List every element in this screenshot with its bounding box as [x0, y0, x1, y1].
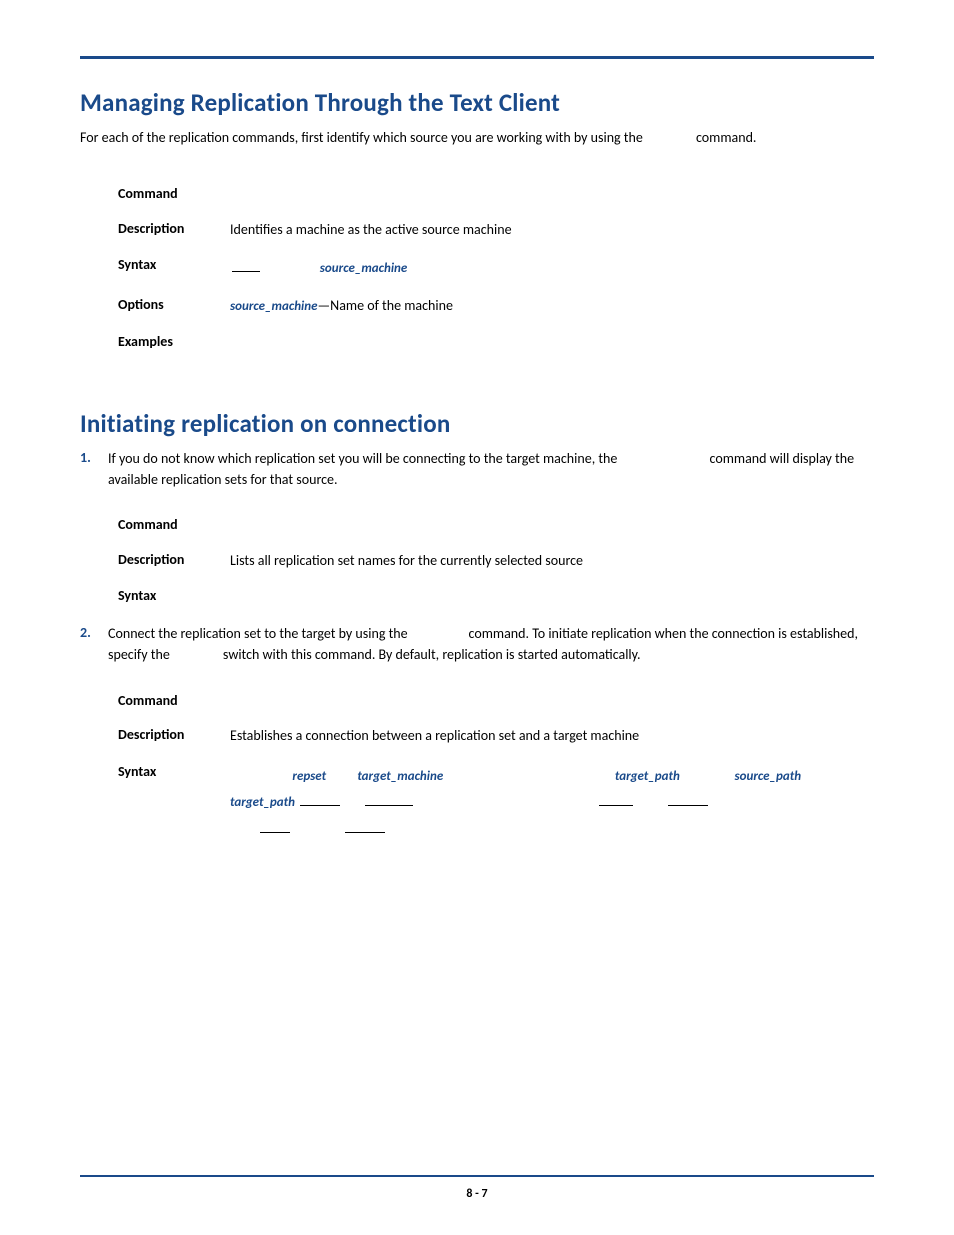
syntax-underline: [260, 821, 290, 834]
footer-rule: [80, 1175, 874, 1177]
table-row: Examples source indy: [118, 325, 874, 360]
page: Managing Replication Through the Text Cl…: [0, 0, 954, 1235]
table-row: Command REPSET LIST: [118, 508, 874, 543]
kw-to2: TO: [801, 769, 824, 784]
table-row: Description Identifies a machine as the …: [118, 212, 874, 248]
step-1: 1. If you do not know which replication …: [80, 449, 874, 490]
label-syntax: Syntax: [118, 256, 230, 273]
top-rule: [80, 56, 874, 59]
page-number: 8 - 7: [80, 1187, 874, 1201]
param-target-machine: target_machine: [357, 769, 443, 784]
syntax-underline: [232, 259, 260, 272]
step-num: 1.: [80, 449, 108, 490]
label-syntax: Syntax: [118, 587, 230, 604]
step2-pre: Connect the replication set to the targe…: [108, 625, 411, 642]
label-options: Options: [118, 296, 230, 313]
table-row: Description Lists all replication set na…: [118, 543, 874, 579]
kw-connect: CONNECT: [230, 769, 292, 784]
label-command: Command: [118, 185, 230, 202]
step-text: If you do not know which replication set…: [108, 449, 874, 490]
intro-cmd: source: [646, 131, 693, 146]
syntax-underline: [668, 794, 708, 807]
source-command-table: Command SOURCE Description Identifies a …: [118, 177, 874, 360]
step-2: 2. Connect the replication set to the ta…: [80, 624, 874, 666]
label-syntax: Syntax: [118, 763, 230, 780]
table-row: Command SOURCE: [118, 177, 874, 212]
table-row: Options source_machine—Name of the machi…: [118, 288, 874, 325]
section2-title: Initiating replication on connection: [80, 408, 874, 439]
value-syntax: REPSET LIST: [230, 587, 874, 606]
step2-cmd2: mirror: [173, 648, 220, 663]
value-options: source_machine—Name of the machine: [230, 296, 874, 317]
syntax-underline: [300, 794, 340, 807]
label-command: Command: [118, 692, 230, 709]
param-repset: repset: [292, 769, 326, 784]
step1-cmd: repset list: [621, 452, 707, 467]
syntax-param-source-machine: source_machine: [320, 261, 407, 276]
value-description: Lists all replication set names for the …: [230, 551, 874, 571]
value-syntax: CONNECT repset TO target_machine MAP EXA…: [230, 763, 874, 843]
step-num: 2.: [80, 624, 108, 666]
value-syntax: SOURCE source_machine: [230, 256, 874, 280]
syntax-prefix: SOURCE: [265, 261, 320, 276]
table-row: Description Establishes a connection bet…: [118, 718, 874, 754]
param-target-path: target_path: [615, 769, 680, 784]
value-command: REPSET LIST: [230, 516, 874, 535]
table-row: Syntax REPSET LIST: [118, 579, 874, 614]
repsetlist-command-table: Command REPSET LIST Description Lists al…: [118, 508, 874, 614]
value-description: Identifies a machine as the active sourc…: [230, 220, 874, 240]
label-description: Description: [118, 220, 230, 237]
value-command: SOURCE: [230, 185, 874, 204]
syntax-underline: [365, 794, 413, 807]
step2-cmd1: connect: [411, 627, 466, 642]
label-description: Description: [118, 726, 230, 743]
step1-pre: If you do not know which replication set…: [108, 450, 621, 467]
value-examples: source indy: [230, 333, 874, 352]
value-command: CONNECT: [230, 692, 874, 711]
label-examples: Examples: [118, 333, 230, 350]
label-description: Description: [118, 551, 230, 568]
kw-map-exact: MAP EXACT | MAP BASE: [443, 769, 615, 784]
table-row: Syntax CONNECT repset TO target_machine …: [118, 755, 874, 851]
section1-intro: For each of the replication commands, fi…: [80, 128, 874, 149]
label-command: Command: [118, 516, 230, 533]
options-param: source_machine: [230, 299, 317, 314]
options-rest: —Name of the machine: [317, 297, 452, 314]
connect-command-table: Command CONNECT Description Establishes …: [118, 684, 874, 851]
syntax-underline: [599, 794, 633, 807]
param-source-path: source_path: [734, 769, 801, 784]
syntax-underline: [345, 821, 385, 834]
table-row: Syntax SOURCE source_machine: [118, 248, 874, 288]
kw-map: | MAP: [680, 769, 735, 784]
section1-title: Managing Replication Through the Text Cl…: [80, 87, 874, 118]
step-text: Connect the replication set to the targe…: [108, 624, 874, 666]
param-target-path2: target_path: [230, 795, 295, 810]
table-row: Command CONNECT: [118, 684, 874, 719]
intro-pre: For each of the replication commands, fi…: [80, 129, 646, 146]
step2-mid2: switch with this command. By default, re…: [220, 646, 641, 663]
kw-to: TO: [326, 769, 357, 784]
footer: 8 - 7: [80, 1175, 874, 1201]
intro-post: command.: [693, 129, 757, 146]
value-description: Establishes a connection between a repli…: [230, 726, 874, 746]
